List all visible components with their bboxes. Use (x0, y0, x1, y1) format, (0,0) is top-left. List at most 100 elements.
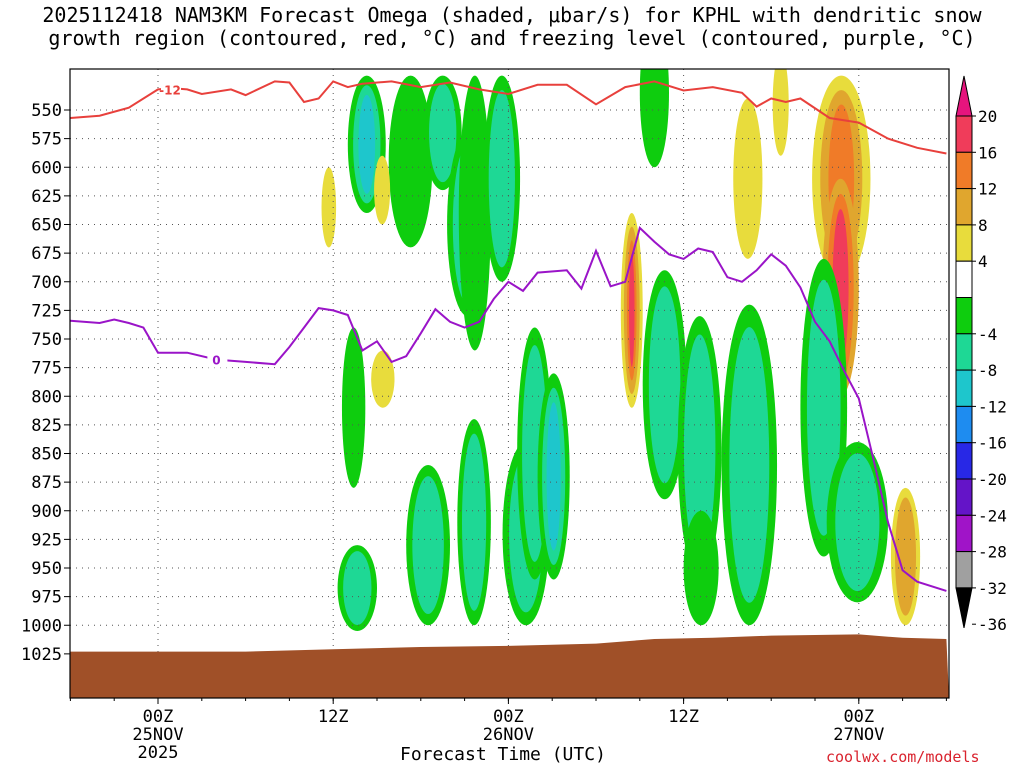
y-tick-label: 625 (31, 187, 62, 207)
x-tick-label: 2025 (138, 743, 179, 763)
upward-motion-shade-core2 (546, 402, 561, 551)
chart-title-line-2: growth region (contoured, red, °C) and f… (48, 26, 976, 50)
colorbar-swatch (955, 115, 973, 153)
upward-motion-shade-core1 (488, 90, 515, 268)
colorbar-swatch (955, 297, 973, 335)
y-tick-label: 550 (31, 101, 62, 121)
snow-growth-contour (70, 80, 947, 155)
colorbar-label: 4 (978, 252, 988, 271)
colorbar-swatch (955, 188, 973, 226)
colorbar-label: -24 (978, 506, 1007, 525)
sinking-motion-shade (371, 350, 395, 408)
upward-motion-shade (341, 327, 366, 488)
y-tick-label: 1025 (21, 645, 62, 665)
x-tick-label: 27NOV (833, 725, 884, 745)
colorbar-label: 12 (978, 180, 997, 199)
y-tick-label: 650 (31, 216, 62, 236)
upward-motion-shade-core1 (683, 334, 716, 562)
upward-motion-shade-core1 (835, 453, 880, 592)
contour-label-bg (207, 353, 228, 368)
colorbar-swatch (955, 369, 973, 407)
terrain-fill (70, 634, 949, 698)
y-tick-label: 600 (31, 158, 62, 178)
upward-motion-shade-core2 (358, 94, 376, 194)
y-tick-label: 675 (31, 244, 62, 264)
colorbar: 20 16 12 8 4 -4 -8 -12 -16 -20 -24 -28 -32 -36 (955, 75, 1007, 634)
snow-growth-contour-label: -12 (159, 83, 181, 97)
colorbar-under-arrow (955, 587, 973, 628)
x-tick-label: 00Z (493, 707, 524, 727)
plot-frame (69, 68, 950, 699)
sinking-motion-shade (374, 155, 391, 225)
y-tick-label: 575 (31, 130, 62, 150)
sinking-motion-shade-core3 (629, 253, 635, 367)
colorbar-label: -16 (978, 434, 1007, 453)
x-tick-label: 26NOV (483, 725, 534, 745)
contour-label-bg (161, 83, 181, 98)
y-tick-label: 975 (31, 588, 62, 608)
colorbar-label: 16 (978, 143, 997, 162)
upward-motion-shade-core1 (729, 327, 770, 603)
sinking-motion-shade (772, 69, 789, 156)
sinking-motion-shade (321, 167, 337, 248)
x-tick-label: 00Z (843, 707, 874, 727)
freezing-level-contour-label: 0 (212, 354, 220, 368)
upward-motion-shade-core1 (462, 433, 487, 611)
upward-motion-shade (388, 75, 433, 248)
x-tick-label: 25NOV (132, 725, 183, 745)
colorbar-swatch (955, 551, 973, 589)
colorbar-label: -28 (978, 543, 1007, 562)
chart-title: 2025112418 NAM3KM Forecast Omega (shaded… (0, 4, 1024, 50)
colorbar-swatch (955, 478, 973, 516)
sinking-motion-shade (733, 98, 763, 259)
x-axis-label: Forecast Time (UTC) (400, 744, 606, 765)
upward-motion-shade-core1 (412, 476, 444, 615)
y-axis: 550 575 600 625 650 675 700 725 750 775 800 825 850 8… (21, 101, 70, 665)
x-tick-label: 12Z (668, 707, 699, 727)
y-tick-label: 800 (31, 387, 62, 407)
colorbar-swatch (955, 333, 973, 371)
y-tick-label: 875 (31, 473, 62, 493)
y-tick-label: 750 (31, 330, 62, 350)
y-tick-label: 950 (31, 559, 62, 579)
colorbar-swatch (955, 405, 973, 444)
chart-title-line-1: 2025112418 NAM3KM Forecast Omega (shaded… (42, 3, 982, 27)
credit-text: coolwx.com/models (826, 748, 980, 766)
colorbar-swatch (955, 224, 973, 262)
y-tick-label: 825 (31, 416, 62, 436)
y-tick-label: 700 (31, 273, 62, 293)
plot-area: -12 0 (70, 69, 949, 698)
upward-motion-shade (639, 69, 669, 168)
colorbar-label: -36 (978, 615, 1007, 634)
colorbar-swatch (955, 514, 973, 553)
omega-shading (321, 69, 921, 631)
colorbar-swatch (955, 260, 973, 299)
colorbar-label: -32 (978, 579, 1007, 598)
upward-motion-shade-core1 (648, 286, 681, 484)
colorbar-label: -20 (978, 470, 1007, 489)
colorbar-swatch (955, 442, 973, 480)
sinking-motion-shade-core1 (895, 497, 917, 616)
y-tick-label: 900 (31, 502, 62, 522)
y-tick-label: 1000 (21, 616, 62, 636)
y-tick-label: 850 (31, 445, 62, 465)
contour-lines: -12 0 (70, 80, 947, 592)
y-tick-label: 775 (31, 359, 62, 379)
y-tick-label: 725 (31, 301, 62, 321)
upward-motion-shade (683, 510, 719, 626)
colorbar-label: -12 (978, 397, 1007, 416)
y-tick-label: 925 (31, 530, 62, 550)
upward-motion-shade-core1 (806, 279, 841, 536)
x-tick-label: 12Z (318, 707, 349, 727)
colorbar-label: -8 (978, 361, 997, 380)
colorbar-over-arrow (955, 75, 973, 117)
freezing-level-contour (70, 226, 947, 592)
colorbar-label: 20 (978, 107, 997, 126)
colorbar-swatch (955, 151, 973, 190)
x-tick-label: 00Z (143, 707, 174, 727)
upward-motion-shade-core1 (343, 551, 372, 625)
colorbar-label: -4 (978, 325, 997, 344)
upward-motion-shade-core1 (429, 83, 457, 183)
